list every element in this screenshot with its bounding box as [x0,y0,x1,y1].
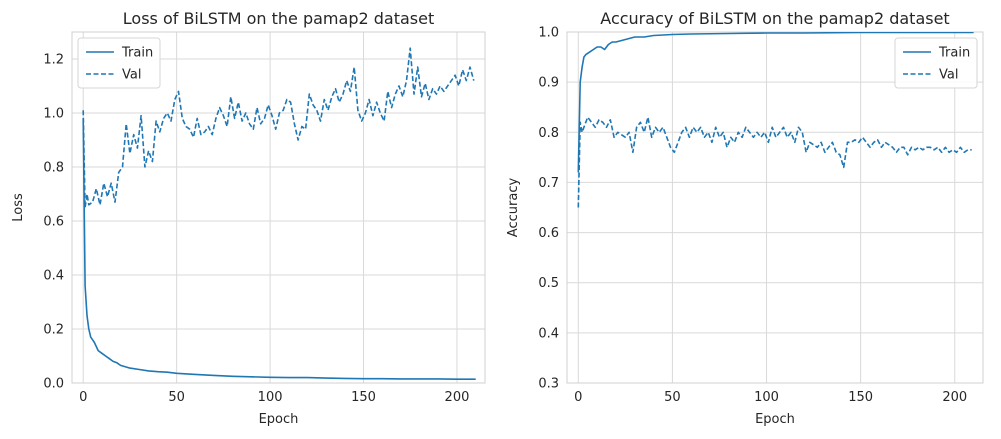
y-tick-label: 0.6 [538,226,559,241]
y-axis-label: Loss [11,193,26,222]
legend: Train Val [77,37,161,89]
plot-frame [71,31,486,384]
y-tick-label: 0.4 [43,269,64,284]
series-line-train [82,118,476,381]
y-tick-label: 0.8 [538,126,559,141]
y-tick-label: 1.0 [43,107,64,122]
x-tick-label: 0 [574,390,582,405]
legend: Train Val [894,37,978,89]
x-tick-label: 150 [351,390,376,405]
chart-2: 0 50 100 150 200 0.3 0.4 0.5 0.6 0.7 0.8 0.9 1.0 Accu… [506,9,984,427]
plot-frame [566,31,984,384]
series-line-val [577,116,972,208]
chart-title: Loss of BiLSTM on the pamap2 dataset [123,9,434,28]
x-axis-label: Epoch [259,412,299,427]
x-tick-label: 50 [168,390,185,405]
y-tick-label: 0.0 [43,377,64,392]
x-tick-label: 0 [79,390,87,405]
legend-box [77,37,161,89]
legend-label-train: Train [121,46,153,61]
y-tick-label: 0.2 [43,323,64,338]
y-tick-label: 0.3 [538,377,559,392]
x-axis-label: Epoch [755,412,795,427]
y-tick-label: 0.6 [43,215,64,230]
plot-area [567,32,983,383]
y-axis-label: Accuracy [506,178,521,238]
x-tick-label: 50 [664,390,681,405]
y-tick-label: 0.4 [538,326,559,341]
legend-label-val: Val [939,68,958,83]
y-tick-label: 0.5 [538,276,559,291]
legend-label-val: Val [122,68,141,83]
x-tick-label: 100 [258,390,283,405]
x-tick-label: 200 [942,390,967,405]
y-tick-label: 1.2 [43,53,64,68]
y-tick-label: 0.7 [538,176,559,191]
legend-box [894,37,978,89]
chart-1: 0 50 100 150 200 0.0 0.2 0.4 0.6 0.8 1.0 1.2 Loss of… [11,9,486,427]
x-tick-label: 200 [445,390,470,405]
legend-label-train: Train [938,46,970,61]
y-tick-label: 0.8 [43,161,64,176]
y-tick-label: 1.0 [538,26,559,41]
chart-title: Accuracy of BiLSTM on the pamap2 dataset [600,9,949,28]
y-tick-label: 0.9 [538,76,559,91]
x-tick-label: 100 [754,390,779,405]
series-line-train [577,32,974,173]
series-line-val [82,47,475,209]
x-tick-label: 150 [848,390,873,405]
plot-area [72,32,485,383]
